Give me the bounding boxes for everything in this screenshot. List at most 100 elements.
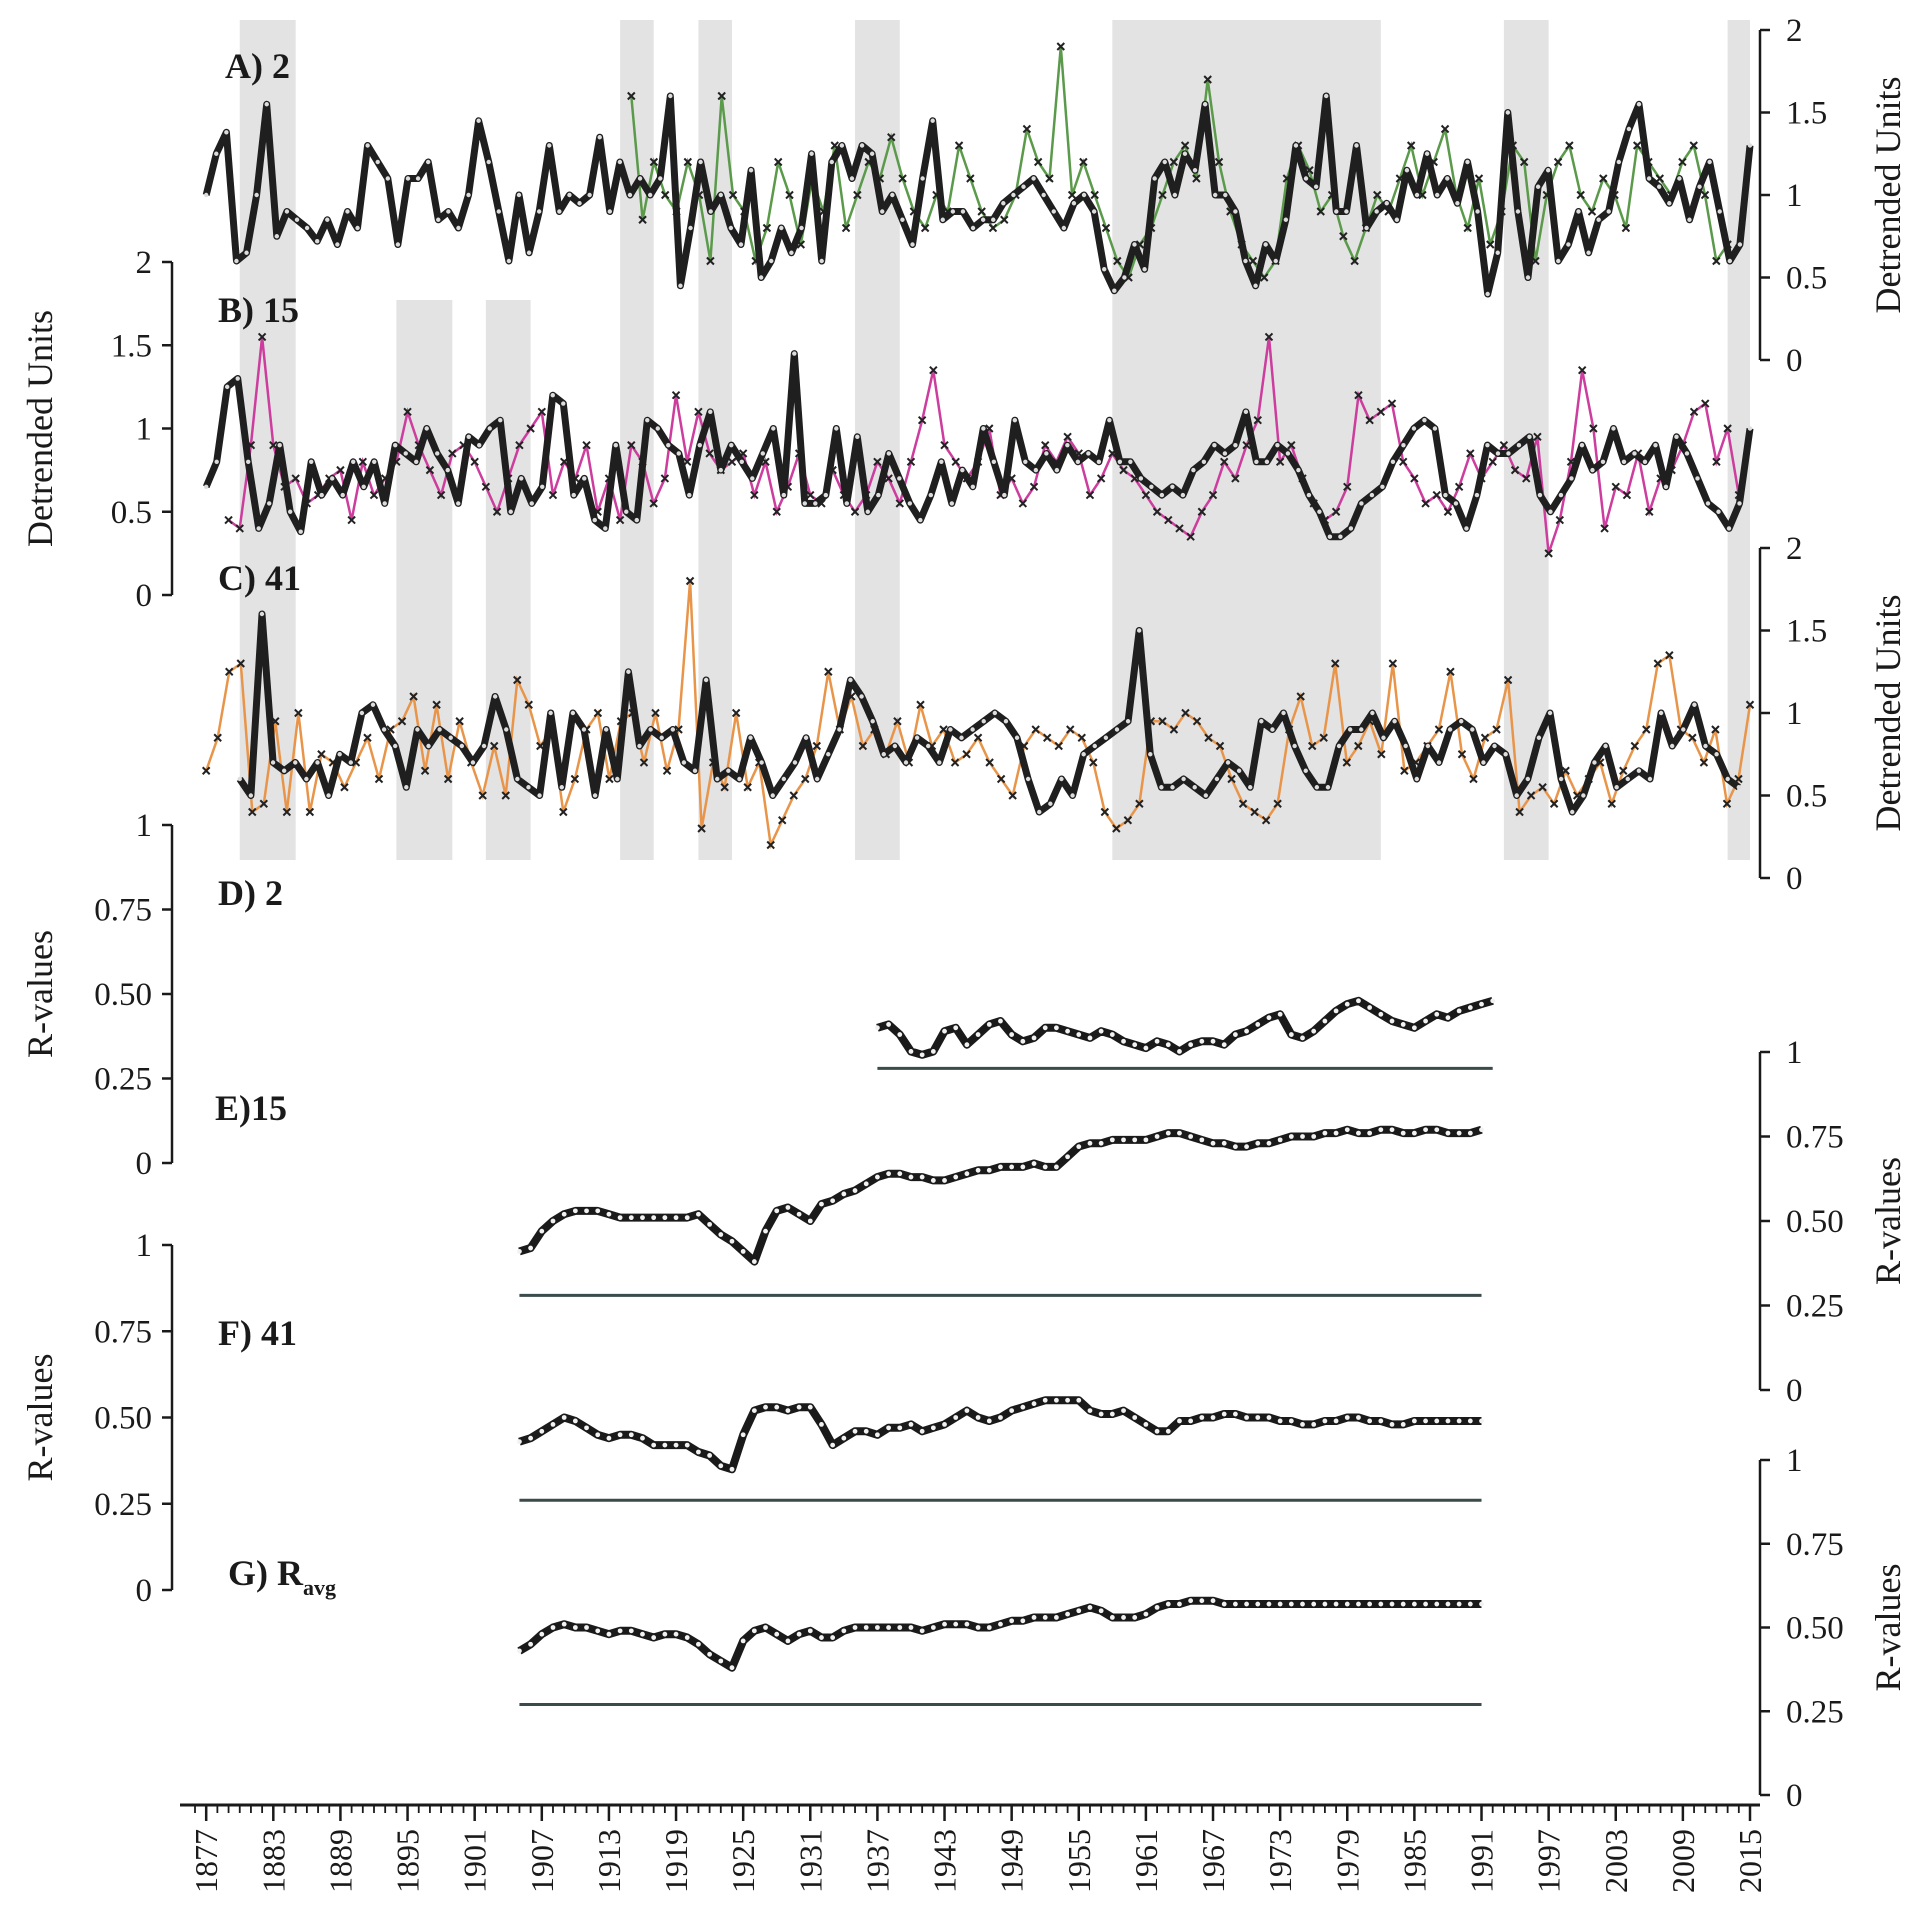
data-point [1699, 758, 1709, 767]
data-point [314, 239, 320, 244]
data-point [1177, 1049, 1182, 1054]
data-point [1466, 449, 1475, 458]
data-point [739, 459, 744, 464]
y-tick-label: 1 [136, 1228, 153, 1264]
data-point [540, 484, 545, 489]
data-point [1736, 785, 1742, 790]
data-point [1510, 465, 1520, 475]
data-point [1159, 492, 1165, 498]
data-point [1432, 490, 1441, 500]
data-point [1158, 717, 1167, 726]
data-point [1012, 417, 1018, 423]
data-point [1244, 1601, 1249, 1607]
data-point [1333, 1601, 1339, 1607]
data-point [1288, 1032, 1294, 1037]
data-point [684, 1442, 690, 1448]
data-point [1266, 1015, 1272, 1021]
data-point [1138, 476, 1144, 481]
data-point [687, 492, 692, 498]
data-point [863, 1625, 869, 1630]
data-point [1322, 1418, 1328, 1424]
data-point [1505, 110, 1511, 115]
data-point [785, 190, 794, 200]
data-point [257, 332, 267, 342]
data-point [1545, 168, 1551, 173]
data-point [1425, 743, 1431, 749]
data-point [1653, 442, 1658, 448]
data-point [830, 1198, 836, 1204]
data-point [662, 1631, 668, 1637]
data-point [919, 1428, 925, 1434]
data-point [1003, 719, 1009, 724]
data-point [1311, 1601, 1317, 1607]
data-point [850, 507, 860, 516]
data-point [1020, 1404, 1026, 1410]
data-point [651, 1635, 657, 1640]
data-point [1188, 1418, 1194, 1424]
data-point [1480, 733, 1490, 742]
data-point [1565, 141, 1574, 150]
data-point [1348, 526, 1354, 531]
data-point [939, 725, 948, 734]
data-point [315, 760, 320, 765]
data-point [248, 793, 254, 798]
data-point [873, 457, 882, 467]
data-point [903, 760, 909, 765]
data-point [1102, 267, 1107, 272]
data-point [991, 459, 997, 464]
data-point [539, 1228, 545, 1234]
data-point [908, 1625, 914, 1630]
data-point [526, 424, 535, 433]
data-point [1423, 1418, 1428, 1424]
data-point [1255, 1415, 1261, 1420]
data-point [897, 1032, 903, 1037]
data-point [1350, 256, 1359, 266]
data-point [1087, 1408, 1093, 1413]
data-point [1253, 415, 1262, 425]
data-point [740, 1638, 746, 1644]
data-point [274, 234, 280, 239]
x-tick-label: 1889 [322, 1829, 358, 1893]
data-point [1331, 659, 1340, 668]
data-point [1048, 801, 1053, 806]
data-point [1214, 157, 1224, 167]
panel-label: G) Ravg [228, 1553, 336, 1600]
data-point [1031, 1035, 1037, 1041]
data-point [1261, 816, 1271, 825]
data-point [986, 1022, 992, 1027]
data-point [1132, 1042, 1138, 1048]
data-point [1042, 1615, 1048, 1620]
data-point [1182, 151, 1188, 156]
data-point [1253, 283, 1258, 288]
data-point [486, 159, 491, 165]
x-tick-label: 1979 [1329, 1829, 1365, 1893]
data-point [1114, 727, 1120, 732]
data-point [859, 143, 865, 148]
data-point [886, 1625, 891, 1630]
data-point [986, 1418, 992, 1424]
data-point [1044, 451, 1049, 456]
data-point [676, 451, 681, 456]
data-point [939, 459, 944, 464]
data-point [1344, 1001, 1350, 1007]
data-point [628, 1215, 634, 1221]
data-point [897, 1171, 903, 1177]
data-point [528, 1245, 534, 1251]
data-point [1336, 743, 1342, 749]
data-point [668, 93, 673, 99]
data-point [1378, 1127, 1384, 1133]
data-point [1569, 476, 1574, 481]
data-point [1181, 708, 1190, 718]
x-axis: 1877 1883 1889 1895 1901 1907 1913 1919 1925 1931… [180, 1803, 1768, 1893]
data-point [1434, 1127, 1440, 1133]
data-point [201, 766, 211, 775]
data-point [1100, 807, 1110, 817]
data-point [1600, 459, 1606, 464]
data-point [1233, 209, 1238, 214]
data-point [916, 700, 925, 709]
data-point [660, 190, 670, 200]
data-point [981, 719, 986, 724]
y-tick-label: 1.5 [1786, 614, 1827, 650]
data-point [796, 1404, 802, 1410]
data-point [1499, 440, 1509, 450]
